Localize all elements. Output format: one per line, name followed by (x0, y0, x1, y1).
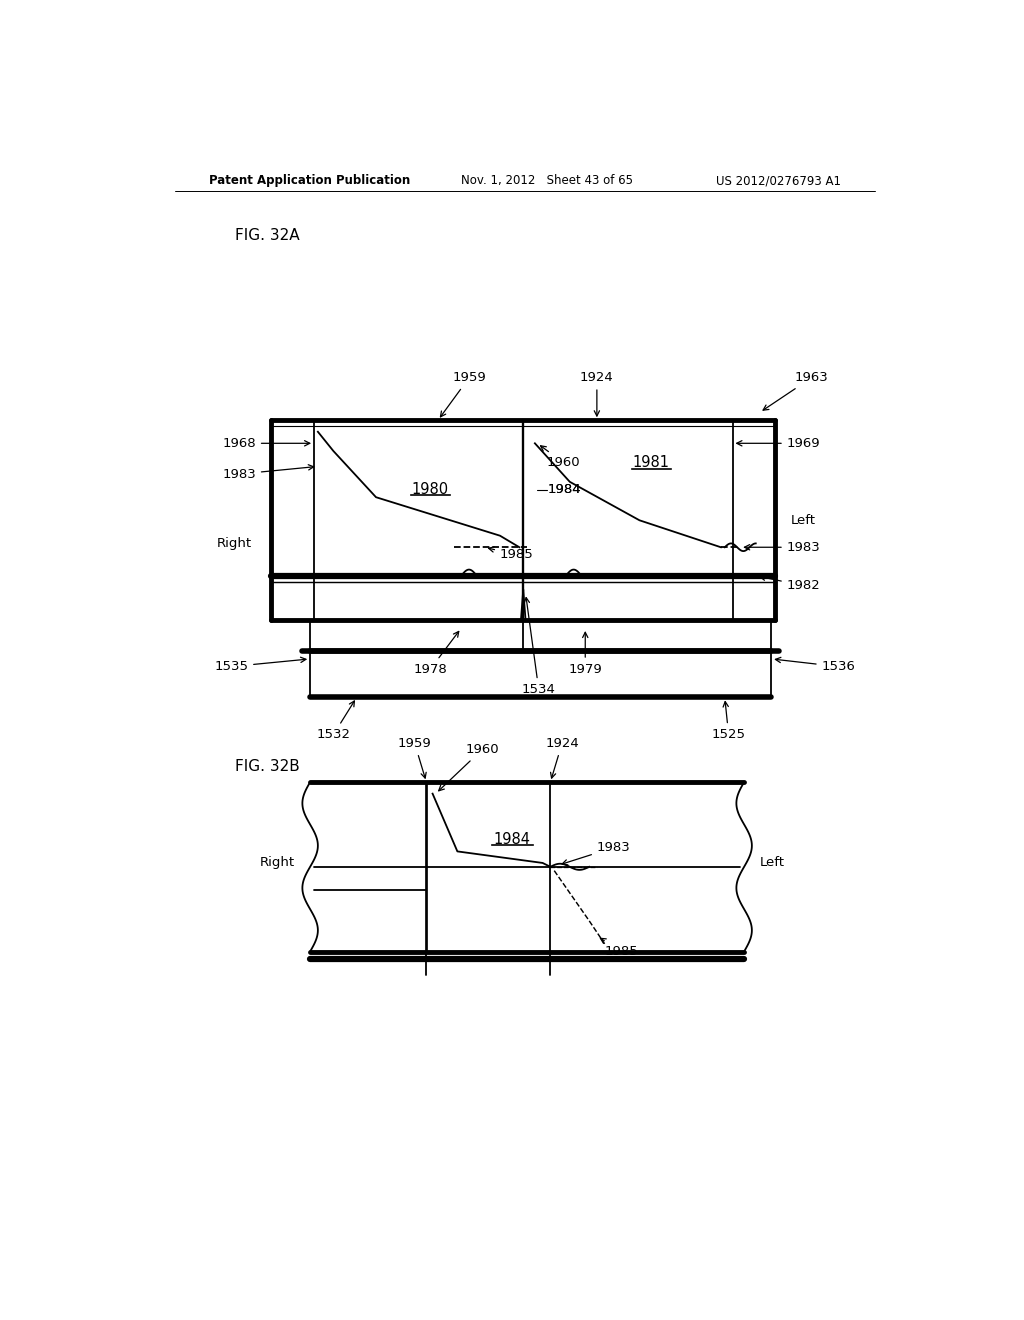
Text: 1969: 1969 (736, 437, 820, 450)
Text: Right: Right (217, 537, 252, 550)
Text: 1924: 1924 (580, 371, 613, 416)
Text: 1535: 1535 (214, 657, 306, 673)
Text: 1525: 1525 (712, 701, 745, 742)
Text: US 2012/0276793 A1: US 2012/0276793 A1 (716, 174, 841, 187)
Text: 1960: 1960 (541, 446, 581, 469)
Text: 1983: 1983 (562, 841, 631, 865)
Text: Left: Left (791, 513, 816, 527)
Text: 1960: 1960 (438, 743, 499, 791)
Text: 1924: 1924 (545, 737, 579, 777)
Text: 1981: 1981 (633, 455, 670, 470)
Text: Patent Application Publication: Patent Application Publication (209, 174, 411, 187)
Text: 1963: 1963 (763, 371, 828, 411)
Text: 1959: 1959 (398, 737, 432, 777)
Text: 1983: 1983 (222, 465, 313, 480)
Text: 1983: 1983 (744, 541, 820, 554)
Text: 1982: 1982 (760, 576, 820, 593)
Text: 1978: 1978 (414, 631, 459, 676)
Text: 1532: 1532 (316, 701, 354, 742)
Text: 1984: 1984 (548, 483, 582, 496)
Text: FIG. 32A: FIG. 32A (234, 228, 300, 243)
Text: 1979: 1979 (568, 632, 602, 676)
Text: 1534: 1534 (522, 598, 556, 696)
Text: 1985: 1985 (488, 546, 534, 561)
Text: Right: Right (259, 857, 295, 870)
Text: 1984: 1984 (494, 833, 530, 847)
Text: 1536: 1536 (775, 657, 855, 673)
Text: 1984: 1984 (548, 483, 582, 496)
Text: 1968: 1968 (222, 437, 310, 450)
Text: Left: Left (760, 857, 784, 870)
Text: 1980: 1980 (412, 482, 449, 498)
Text: 1985: 1985 (600, 939, 638, 958)
Text: Nov. 1, 2012   Sheet 43 of 65: Nov. 1, 2012 Sheet 43 of 65 (461, 174, 633, 187)
Text: FIG. 32B: FIG. 32B (234, 759, 300, 775)
Text: 1959: 1959 (440, 371, 485, 417)
